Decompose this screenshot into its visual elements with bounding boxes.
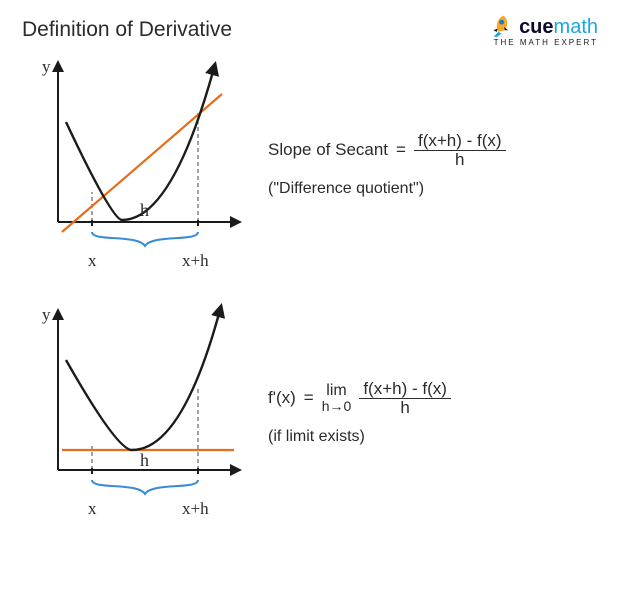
equals: = [396,140,406,160]
secant-formula: Slope of Secant = f(x+h) - f(x) h ("Diff… [268,132,598,199]
x-tick-right: x+h [182,251,209,270]
secant-row: y x x+h h Slope of Secant = f(x+h) - f(x… [22,50,598,280]
y-label: y [42,57,51,76]
derivative-formula: f'(x) = lim h→0 f(x+h) - f(x) h (if limi… [268,380,598,447]
derivative-denominator: h [396,399,413,417]
brand-text-1: cue [519,16,553,38]
derivative-fraction: f(x+h) - f(x) h [359,380,451,417]
h-label: h [140,200,149,220]
limit-operator: lim h→0 [322,383,352,413]
brand-logo: cuemath THE MATH EXPERT [487,14,598,47]
brand-text-2: math [554,16,598,38]
x-tick-left: x [88,499,97,518]
secant-numerator: f(x+h) - f(x) [414,132,506,151]
rocket-icon [487,14,513,40]
secant-fraction: f(x+h) - f(x) h [414,132,506,169]
curve [66,68,214,220]
secant-graph: y x x+h h [22,50,252,280]
x-tick-left: x [88,251,97,270]
h-label: h [140,450,149,470]
curve [66,310,220,450]
equals: = [304,388,314,408]
lim-text: lim [326,383,346,399]
x-tick-right: x+h [182,499,209,518]
h-brace [92,480,198,494]
y-label: y [42,305,51,324]
tangent-row: y x x+h h f'(x) = lim h→0 f(x+h) - f(x) … [22,298,598,528]
brand-tagline: THE MATH EXPERT [487,38,598,47]
derivative-numerator: f(x+h) - f(x) [359,380,451,399]
h-brace [92,232,198,246]
tangent-graph: y x x+h h [22,298,252,528]
derivative-subnote: (if limit exists) [268,428,598,446]
secant-subnote: ("Difference quotient") [268,180,598,198]
secant-lhs: Slope of Secant [268,140,388,160]
derivative-lhs: f'(x) [268,388,296,408]
secant-denominator: h [451,151,468,169]
lim-sub: h→0 [322,399,352,413]
